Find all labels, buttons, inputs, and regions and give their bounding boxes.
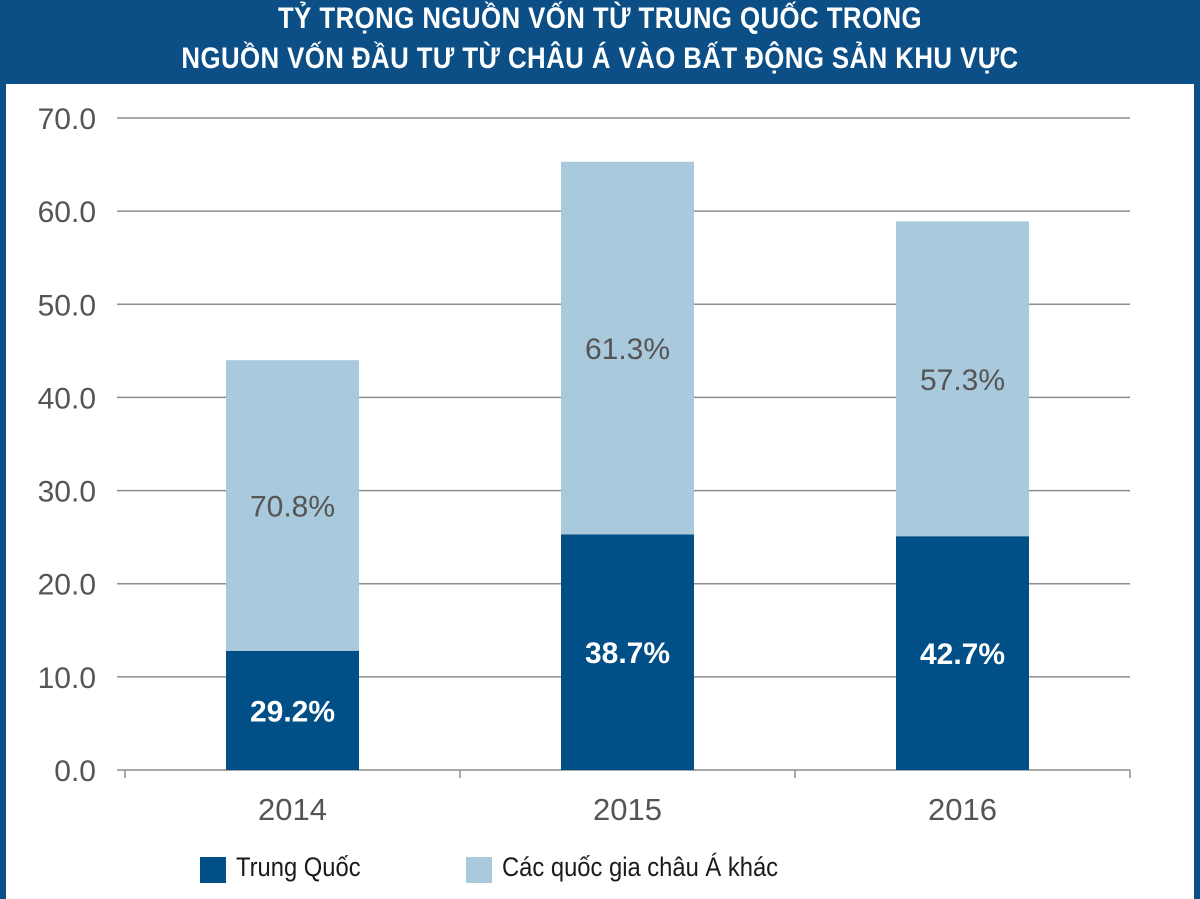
bar-other-asia-2014: [226, 360, 359, 651]
chart-title-line-2: NGUỒN VỐN ĐẦU TƯ TỪ CHÂU Á VÀO BẤT ĐỘNG …: [181, 42, 1019, 75]
y-tick-label: 20.0: [38, 569, 96, 602]
data-label-other-asia-2014: 70.8%: [250, 490, 335, 523]
bar-china-2014: [226, 650, 359, 770]
y-tick-label: 0.0: [54, 755, 96, 788]
x-axis-ticks: 2014 2015 2016: [258, 792, 997, 827]
bar-china-2016: [896, 536, 1029, 770]
y-tick-label: 10.0: [38, 662, 96, 695]
data-label-other-asia-2016: 57.3%: [920, 364, 1005, 397]
bars: 29.2% 70.8% 38.7% 61.3% 42.7% 57.3%: [226, 161, 1029, 770]
right-frame-border: [1194, 84, 1200, 899]
y-tick-label: 30.0: [38, 476, 96, 509]
title-banner: TỶ TRỌNG NGUỒN VỐN TỪ TRUNG QUỐC TRONG N…: [0, 0, 1200, 84]
data-label-china-2015: 38.7%: [585, 637, 670, 670]
bar-other-asia-2015: [561, 161, 694, 535]
data-label-other-asia-2015: 61.3%: [585, 333, 670, 366]
legend-label-other-asia: Các quốc gia châu Á khác: [502, 852, 779, 882]
y-tick-label: 50.0: [38, 289, 96, 322]
data-label-china-2014: 29.2%: [250, 695, 335, 728]
data-label-china-2016: 42.7%: [920, 638, 1005, 671]
legend-swatch-china: [200, 857, 226, 883]
left-frame-border: [0, 84, 6, 899]
y-tick-label: 60.0: [38, 196, 96, 229]
x-tick-label: 2015: [593, 792, 662, 827]
bar-china-2015: [561, 534, 694, 770]
x-tick-label: 2014: [258, 792, 327, 827]
y-tick-label: 40.0: [38, 382, 96, 415]
y-tick-label: 70.0: [38, 103, 96, 136]
x-tick-label: 2016: [928, 792, 997, 827]
bar-other-asia-2016: [896, 221, 1029, 537]
chart-title-line-1: TỶ TRỌNG NGUỒN VỐN TỪ TRUNG QUỐC TRONG: [277, 2, 923, 35]
legend-swatch-other-asia: [466, 857, 492, 883]
legend-label-china: Trung Quốc: [236, 852, 361, 882]
y-axis-ticks: 0.0 10.0 20.0 30.0 40.0 50.0 60.0 70.0: [38, 103, 96, 788]
